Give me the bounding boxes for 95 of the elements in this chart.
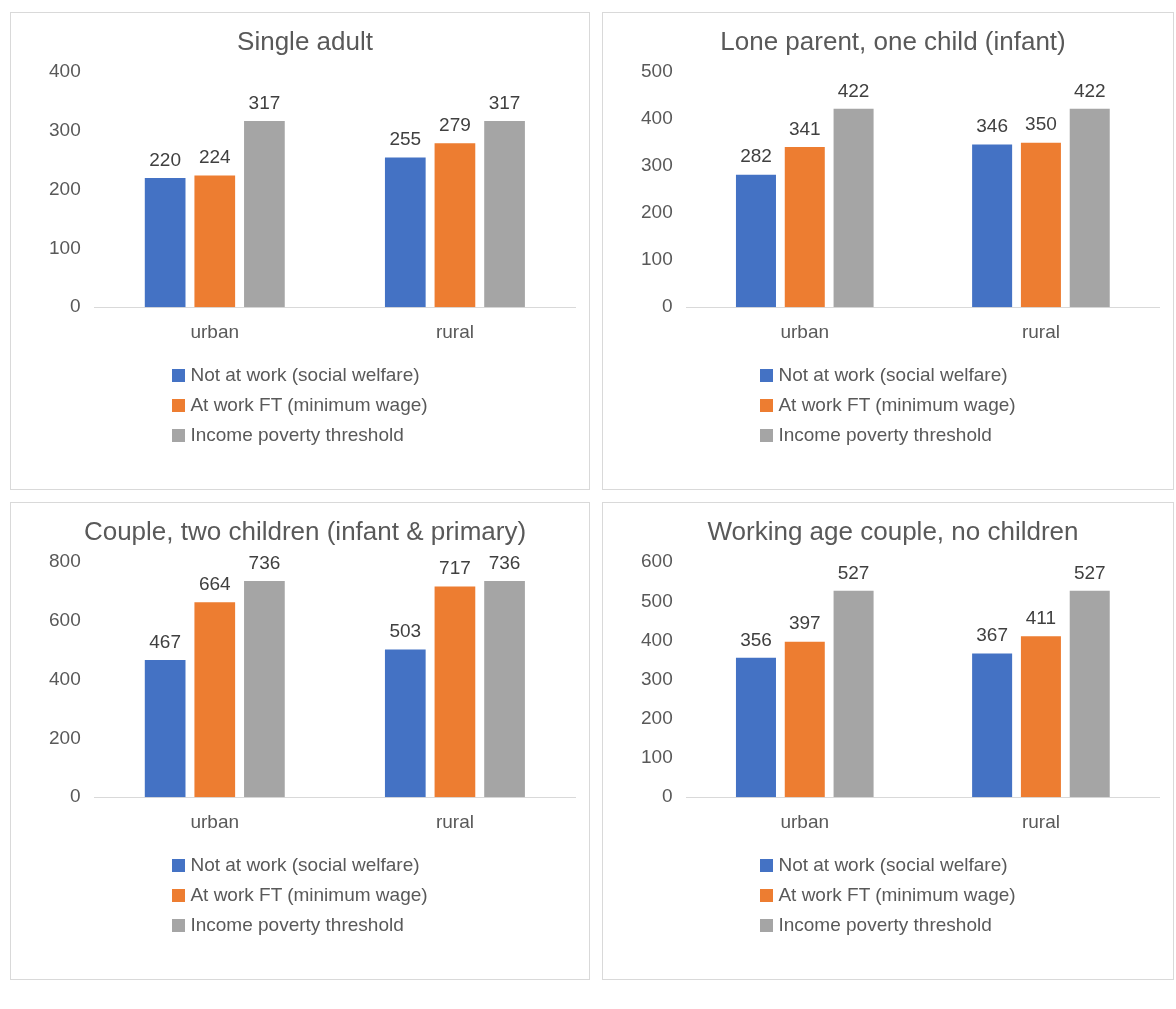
x-tick-label: rural — [435, 810, 474, 832]
y-tick-label: 200 — [49, 726, 81, 748]
data-label: 503 — [389, 620, 422, 642]
legend-label: Income poverty threshold — [190, 914, 404, 936]
bar — [784, 146, 825, 308]
x-tick-label: rural — [1021, 320, 1060, 342]
y-tick-label: 300 — [641, 667, 673, 689]
legend-label: Not at work (social welfare) — [190, 364, 420, 386]
y-tick-label: 400 — [49, 60, 81, 82]
data-label: 341 — [788, 117, 821, 139]
data-label: 255 — [389, 128, 422, 150]
bar — [484, 581, 525, 798]
data-label: 367 — [976, 624, 1008, 646]
data-label: 422 — [1073, 79, 1106, 101]
bar — [735, 174, 776, 308]
bar — [972, 653, 1013, 798]
y-tick-label: 800 — [49, 550, 81, 572]
y-tick-label: 200 — [641, 201, 673, 223]
data-label: 527 — [837, 561, 870, 583]
bar — [194, 602, 236, 798]
y-tick-label: 100 — [641, 248, 673, 270]
y-tick-label: 200 — [641, 707, 673, 729]
legend-label: Not at work (social welfare) — [190, 854, 420, 876]
x-tick-label: rural — [1021, 810, 1060, 832]
legend-label: Not at work (social welfare) — [778, 364, 1008, 386]
bar — [244, 120, 285, 308]
bar — [1020, 636, 1061, 798]
bar — [784, 641, 825, 798]
legend-label: Not at work (social welfare) — [778, 854, 1008, 876]
data-label: 467 — [149, 630, 181, 652]
chart-title: Single adult — [237, 25, 374, 56]
x-tick-label: rural — [435, 320, 474, 342]
bar — [833, 108, 874, 308]
bar — [194, 175, 236, 308]
y-tick-label: 400 — [641, 107, 673, 129]
legend-label: Income poverty threshold — [778, 914, 992, 936]
x-tick-label: urban — [190, 810, 240, 832]
bar — [384, 649, 426, 798]
legend-label: Income poverty threshold — [190, 424, 404, 446]
x-tick-label: urban — [190, 320, 240, 342]
legend-label: At work FT (minimum wage) — [778, 394, 1016, 416]
data-label: 736 — [248, 551, 281, 573]
y-tick-label: 0 — [70, 295, 81, 317]
bar — [144, 660, 186, 798]
data-label: 397 — [788, 612, 821, 634]
y-tick-label: 100 — [49, 236, 81, 258]
chart-title: Working age couple, no children — [707, 515, 1079, 546]
data-label: 736 — [488, 551, 521, 573]
data-label: 282 — [740, 145, 772, 167]
y-tick-label: 100 — [641, 746, 673, 768]
data-label: 717 — [439, 557, 471, 579]
data-label: 411 — [1025, 606, 1057, 628]
legend-label: At work FT (minimum wage) — [778, 884, 1016, 906]
y-tick-label: 500 — [641, 589, 673, 611]
y-tick-label: 400 — [641, 628, 673, 650]
bar — [434, 586, 476, 798]
data-label: 317 — [488, 91, 521, 113]
data-label: 356 — [740, 628, 772, 650]
bar — [434, 143, 476, 308]
y-tick-label: 300 — [641, 154, 673, 176]
y-tick-label: 600 — [49, 609, 81, 631]
data-label: 527 — [1073, 561, 1106, 583]
y-tick-label: 600 — [641, 550, 673, 572]
bar — [1020, 142, 1061, 308]
chart-title: Lone parent, one child (infant) — [720, 25, 1066, 56]
y-tick-label: 0 — [662, 785, 673, 807]
y-tick-label: 400 — [49, 667, 81, 689]
y-tick-label: 300 — [49, 119, 81, 141]
bar — [244, 581, 285, 798]
legend-label: Income poverty threshold — [778, 424, 992, 446]
data-label: 422 — [837, 79, 870, 101]
x-tick-label: urban — [780, 320, 830, 342]
x-tick-label: urban — [780, 810, 830, 832]
data-label: 279 — [439, 114, 471, 136]
legend-label: At work FT (minimum wage) — [190, 884, 428, 906]
bar — [144, 177, 186, 308]
bar — [972, 144, 1013, 308]
bar — [735, 657, 776, 798]
bar — [484, 120, 525, 308]
y-tick-label: 0 — [70, 785, 81, 807]
bar — [1069, 590, 1110, 798]
data-label: 220 — [149, 148, 181, 170]
data-label: 224 — [198, 146, 232, 168]
data-label: 317 — [248, 91, 281, 113]
chart-title: Couple, two children (infant & primary) — [83, 515, 527, 546]
data-label: 664 — [198, 572, 232, 594]
legend-label: At work FT (minimum wage) — [190, 394, 428, 416]
data-label: 346 — [976, 115, 1008, 137]
y-tick-label: 0 — [662, 295, 673, 317]
bar — [833, 590, 874, 798]
bar — [384, 157, 426, 308]
data-label: 350 — [1025, 113, 1057, 135]
y-tick-label: 200 — [49, 177, 81, 199]
bar — [1069, 108, 1110, 308]
y-tick-label: 500 — [641, 60, 673, 82]
